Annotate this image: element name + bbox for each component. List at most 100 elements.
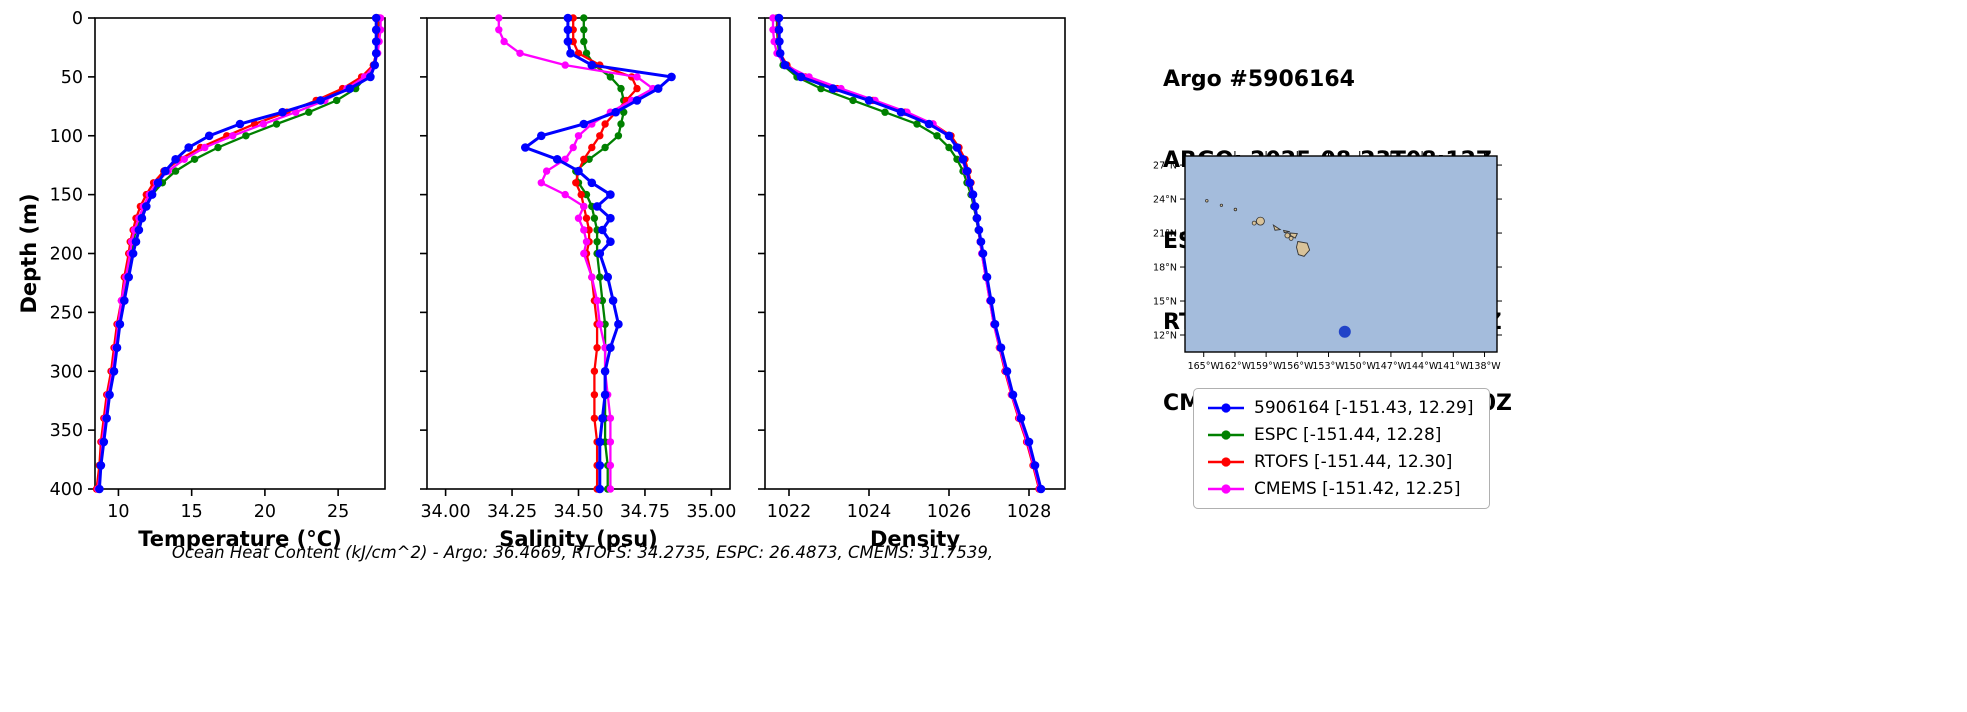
series-marker [608, 296, 618, 305]
series-marker [580, 249, 588, 258]
map-lon-label: 156°W [1281, 361, 1314, 372]
series-marker [563, 37, 573, 46]
series-marker [161, 166, 170, 176]
series-marker [881, 108, 889, 116]
series-marker [370, 60, 380, 70]
series-marker [952, 143, 962, 152]
series-5906164 [774, 13, 1046, 494]
series-marker [933, 132, 941, 140]
series-marker [577, 190, 585, 199]
series-marker [292, 108, 300, 116]
series-marker [849, 96, 857, 105]
series-marker [614, 319, 623, 329]
series-marker [864, 96, 874, 105]
map-lon-label: 141°W [1437, 361, 1470, 372]
series-marker [563, 25, 573, 35]
series-line [771, 18, 1041, 490]
map-lon-label: 159°W [1250, 361, 1283, 372]
series-line [96, 18, 381, 490]
series-marker [617, 120, 625, 128]
series-marker [774, 25, 784, 35]
map-lon-label: 150°W [1344, 361, 1377, 372]
x-axis-label: Salinity (psu) [499, 527, 658, 551]
series-line [97, 18, 378, 490]
series-espc [773, 14, 1044, 493]
series-marker [595, 461, 605, 470]
series-marker [147, 190, 157, 199]
series-marker [120, 296, 129, 305]
series-marker [142, 202, 151, 211]
legend-label: 5906164 [-151.43, 12.29] [1254, 398, 1474, 418]
float-title: Argo #5906164 [1163, 67, 1355, 92]
series-marker [606, 213, 615, 223]
island [1205, 199, 1209, 203]
map-lat-label: 12°N [1153, 331, 1177, 342]
series-marker [229, 132, 237, 140]
series-marker [601, 320, 609, 328]
location-map: 165°W162°W159°W156°W153°W150°W147°W144°W… [1153, 151, 1502, 372]
series-marker [537, 179, 545, 187]
series-marker [595, 437, 605, 447]
map-lon-label: 147°W [1375, 361, 1408, 372]
series-marker [95, 484, 104, 494]
series-marker [590, 391, 599, 399]
y-tick-label: 300 [50, 362, 83, 382]
series-marker [190, 155, 199, 163]
series-marker [588, 143, 596, 152]
y-tick-label: 200 [50, 245, 83, 265]
island [1272, 224, 1282, 231]
series-marker [495, 26, 503, 34]
series-marker [962, 166, 972, 176]
x-tick-label: 1028 [1007, 502, 1052, 522]
series-marker [580, 14, 588, 22]
series-marker-icon [1208, 430, 1244, 440]
series-marker [595, 249, 605, 258]
x-tick-label: 34.50 [553, 502, 603, 522]
series-marker [896, 107, 906, 117]
series-marker-icon [1208, 403, 1244, 413]
series-marker [500, 37, 508, 46]
series-marker [579, 119, 589, 129]
series-marker [598, 296, 607, 305]
island [1255, 216, 1265, 226]
series-marker [598, 414, 607, 423]
series-cmems [769, 14, 1044, 493]
series-line [497, 18, 656, 489]
series-marker [516, 49, 524, 57]
series-marker [972, 213, 982, 223]
legend-label: ESPC [-151.44, 12.28] [1254, 425, 1442, 445]
island [1284, 232, 1291, 239]
series-marker [521, 143, 530, 152]
series-marker [102, 414, 111, 423]
series-marker [561, 190, 569, 199]
series-marker [965, 178, 975, 188]
series-marker [828, 84, 838, 93]
plot-frame [426, 17, 731, 490]
map-lon-label: 162°W [1219, 361, 1252, 372]
x-tick-label: 34.25 [487, 502, 537, 522]
series-marker [580, 226, 588, 234]
x-tick-label: 10 [107, 502, 129, 522]
series-marker [582, 214, 591, 222]
series-marker [796, 72, 806, 82]
series-marker [582, 238, 591, 246]
y-tick-label: 250 [50, 303, 83, 323]
series-marker [769, 26, 777, 34]
series-marker [587, 60, 597, 70]
series-marker [1002, 367, 1012, 376]
series-marker [180, 155, 188, 163]
series-marker [913, 120, 921, 128]
series-marker [775, 37, 784, 46]
series-marker [569, 143, 577, 152]
legend-item-rtofs: RTOFS [-151.44, 12.30] [1206, 452, 1473, 472]
series-marker [606, 485, 615, 493]
map-lat-label: 27°N [1153, 161, 1177, 172]
series-marker [1016, 414, 1026, 423]
series-marker [976, 237, 986, 246]
series-marker [109, 367, 119, 376]
series-marker [272, 120, 281, 128]
x-tick-label: 15 [181, 502, 203, 522]
series-marker [366, 72, 375, 82]
series-marker [572, 179, 580, 187]
